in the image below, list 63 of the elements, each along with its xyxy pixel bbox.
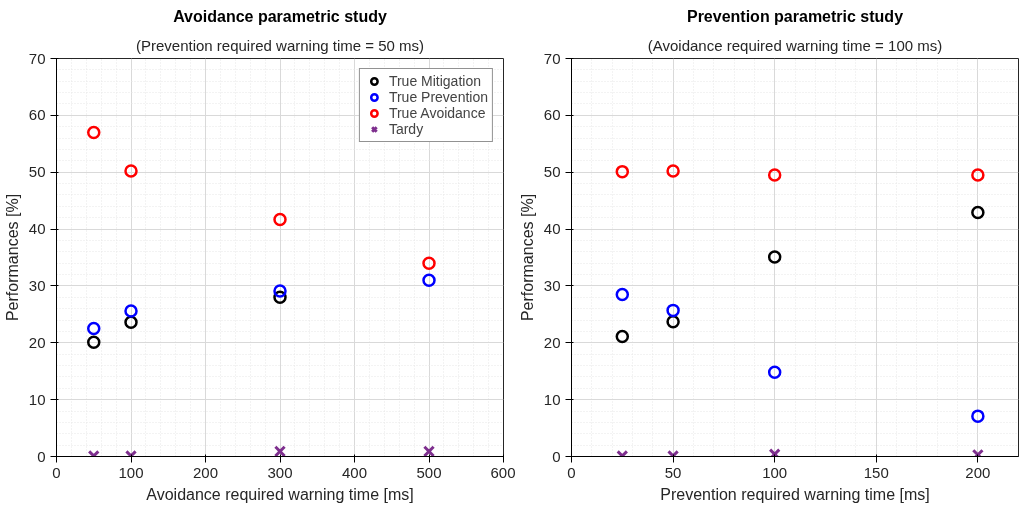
point <box>615 164 630 179</box>
point <box>87 125 101 140</box>
point <box>666 303 680 318</box>
y-tick-label: 20 <box>28 333 46 351</box>
point <box>87 335 101 349</box>
x-tick-label: 50 <box>664 463 682 481</box>
point <box>615 329 630 344</box>
point <box>422 445 436 457</box>
point <box>422 273 436 287</box>
y-tick-label: 10 <box>28 390 46 408</box>
y-axis-title: Performances [%] <box>3 193 21 322</box>
y-axis-title: Performances [%] <box>518 193 536 322</box>
y-tick-label: 30 <box>28 276 46 294</box>
point <box>615 287 630 302</box>
y-tick-label: 50 <box>28 163 46 181</box>
x-tick-label: 200 <box>192 463 219 481</box>
x-tick-label: 100 <box>118 463 144 481</box>
point <box>422 256 436 270</box>
point <box>124 315 138 330</box>
x-tick-label: 500 <box>416 463 442 481</box>
x-tick-label: 0 <box>52 463 61 481</box>
x-tick-label: 400 <box>341 463 368 481</box>
x-tick-label: 100 <box>762 463 788 481</box>
point <box>273 445 287 457</box>
point <box>971 205 985 220</box>
chart-subtitle: (Prevention required warning time = 50 ms) <box>135 36 425 54</box>
point <box>767 168 782 182</box>
x-axis-title: Prevention required warning time [ms] <box>660 485 930 503</box>
y-tick-label: 50 <box>543 163 561 181</box>
y-tick-label: 0 <box>552 447 561 465</box>
point <box>767 250 782 264</box>
point <box>124 304 138 318</box>
y-tick-label: 60 <box>28 106 46 124</box>
y-tick-label: 10 <box>543 390 561 408</box>
y-tick-label: 30 <box>543 276 561 294</box>
point <box>124 164 138 178</box>
y-tick-label: 40 <box>543 220 561 238</box>
y-tick-label: 0 <box>37 447 46 465</box>
chart-subtitle: (Avoidance required warning time = 100 ms) <box>647 36 943 54</box>
point <box>273 284 287 298</box>
y-tick-label: 60 <box>543 106 561 124</box>
x-tick-label: 200 <box>965 463 991 481</box>
point <box>971 409 985 423</box>
x-axis-title: Avoidance required warning time [ms] <box>146 485 414 503</box>
y-tick-label: 70 <box>28 49 46 67</box>
y-tick-label: 40 <box>28 220 46 238</box>
legend-label: True Prevention <box>388 89 488 105</box>
point <box>666 164 680 178</box>
point <box>971 168 985 182</box>
chart-title: Prevention parametric study <box>686 7 904 25</box>
x-tick-label: 150 <box>863 463 889 481</box>
point <box>767 365 782 380</box>
legend-label: Tardy <box>388 121 424 137</box>
x-tick-label: 0 <box>567 463 576 481</box>
x-tick-label: 300 <box>267 463 293 481</box>
point <box>273 212 287 227</box>
y-tick-label: 70 <box>543 49 561 67</box>
point <box>87 321 101 336</box>
legend-label: True Avoidance <box>388 105 486 121</box>
chart-title: Avoidance parametric study <box>173 7 387 25</box>
y-tick-label: 20 <box>543 333 561 351</box>
legend-label: True Mitigation <box>388 73 481 89</box>
x-tick-label: 600 <box>490 463 516 481</box>
